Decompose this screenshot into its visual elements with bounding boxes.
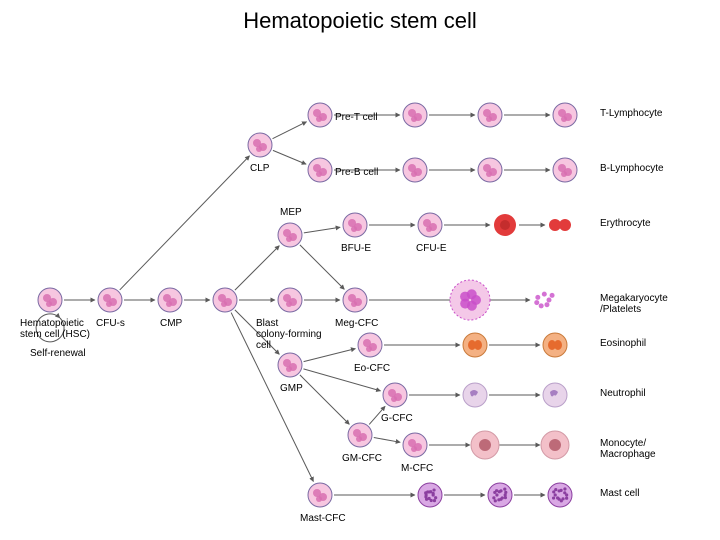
label-clp: CLP — [250, 163, 269, 174]
label-hsc: Hematopoieticstem cell (HSC) — [20, 318, 90, 340]
edge — [120, 156, 250, 290]
edge — [273, 150, 306, 164]
label-gmcfc: GM-CFC — [342, 453, 382, 464]
terminal-label: Megakaryocyte/Platelets — [600, 293, 668, 315]
label-megcfc: Meg-CFC — [335, 318, 378, 329]
label-gcfc: G-CFC — [381, 413, 413, 424]
label-bfue: BFU-E — [341, 243, 371, 254]
edge — [300, 245, 344, 289]
edge — [304, 227, 340, 233]
terminal-label: Monocyte/Macrophage — [600, 438, 656, 460]
label-preB: Pre-B cell — [335, 167, 378, 178]
label-gmp: GMP — [280, 383, 303, 394]
label-cfue: CFU-E — [416, 243, 447, 254]
label-preT: Pre-T cell — [335, 112, 378, 123]
label-blast: Blastcolony-formingcell — [256, 318, 322, 351]
label-eocfc: Eo-CFC — [354, 363, 390, 374]
terminal-label: Erythrocyte — [600, 218, 651, 229]
edge — [273, 122, 307, 139]
terminal-label: T-Lymphocyte — [600, 108, 662, 119]
label-hsc: Self-renewal — [30, 348, 86, 359]
edge — [300, 375, 349, 424]
terminal-label: Neutrophil — [600, 388, 646, 399]
label-cfus: CFU-s — [96, 318, 125, 329]
label-mcfc: M-CFC — [401, 463, 433, 474]
label-mastcfc: Mast-CFC — [300, 513, 346, 524]
terminal-label: B-Lymphocyte — [600, 163, 664, 174]
edge — [235, 246, 279, 290]
label-mep: MEP — [280, 207, 302, 218]
label-cmp: CMP — [160, 318, 182, 329]
edge — [374, 438, 400, 443]
terminal-label: Eosinophil — [600, 338, 646, 349]
terminal-label: Mast cell — [600, 488, 639, 499]
